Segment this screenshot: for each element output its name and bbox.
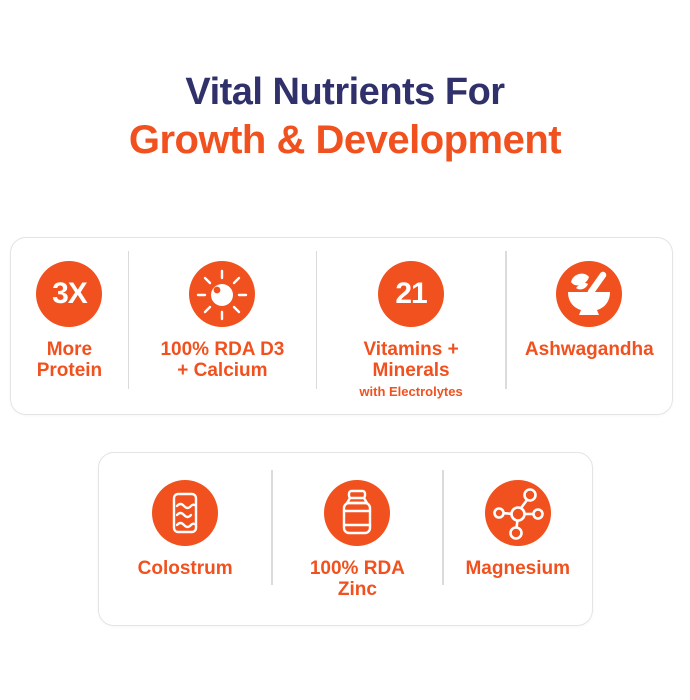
supplement-jar-icon xyxy=(324,480,391,546)
nutrient-label: More Protein xyxy=(36,339,103,381)
title-line-2: Growth & Development xyxy=(128,118,562,162)
divider xyxy=(442,470,444,585)
nutrient-item-zinc: 100% RDA Zinc xyxy=(273,453,442,625)
divider xyxy=(271,470,273,585)
nutrient-label: 100% RDA Zinc xyxy=(309,558,405,600)
divider xyxy=(505,251,507,389)
nutrient-label: Colostrum xyxy=(137,558,233,579)
divider xyxy=(315,251,317,389)
sun-icon xyxy=(189,261,256,327)
3x-badge: 3X xyxy=(36,261,103,327)
page-title: Vital Nutrients For Growth & Development xyxy=(0,70,690,164)
molecule-icon xyxy=(484,480,551,546)
nutrients-card-row2: Colostrum 100% RDA Zinc xyxy=(98,452,593,626)
nutrient-item-ashwagandha: Ashwagandha xyxy=(507,238,672,414)
nutrient-sublabel: with Electrolytes xyxy=(359,384,463,399)
21-badge: 21 xyxy=(378,261,445,327)
nutrient-label: Vitamins + Minerals xyxy=(363,339,459,381)
nutrient-item-d3-calcium: 100% RDA D3 + Calcium xyxy=(129,238,315,414)
nutrient-item-vitamins-minerals: 21 Vitamins + Minerals with Electrolytes xyxy=(317,238,505,414)
21-badge-text: 21 xyxy=(395,277,427,310)
nutrient-item-colostrum: Colostrum xyxy=(99,453,271,625)
nutrient-label: 100% RDA D3 + Calcium xyxy=(160,339,285,381)
nutrient-label: Ashwagandha xyxy=(524,339,654,360)
nutrient-item-protein: 3X More Protein xyxy=(11,238,128,414)
milk-sachet-icon xyxy=(152,480,219,546)
divider xyxy=(127,251,130,389)
nutrients-card-row1: 3X More Protein 100% RDA D3 xyxy=(10,237,673,415)
3x-badge-text: 3X xyxy=(52,277,88,310)
title-line-1: Vital Nutrients For xyxy=(185,71,505,113)
mortar-pestle-icon xyxy=(556,261,623,327)
nutrient-item-magnesium: Magnesium xyxy=(444,453,592,625)
nutrient-label: Magnesium xyxy=(465,558,571,579)
